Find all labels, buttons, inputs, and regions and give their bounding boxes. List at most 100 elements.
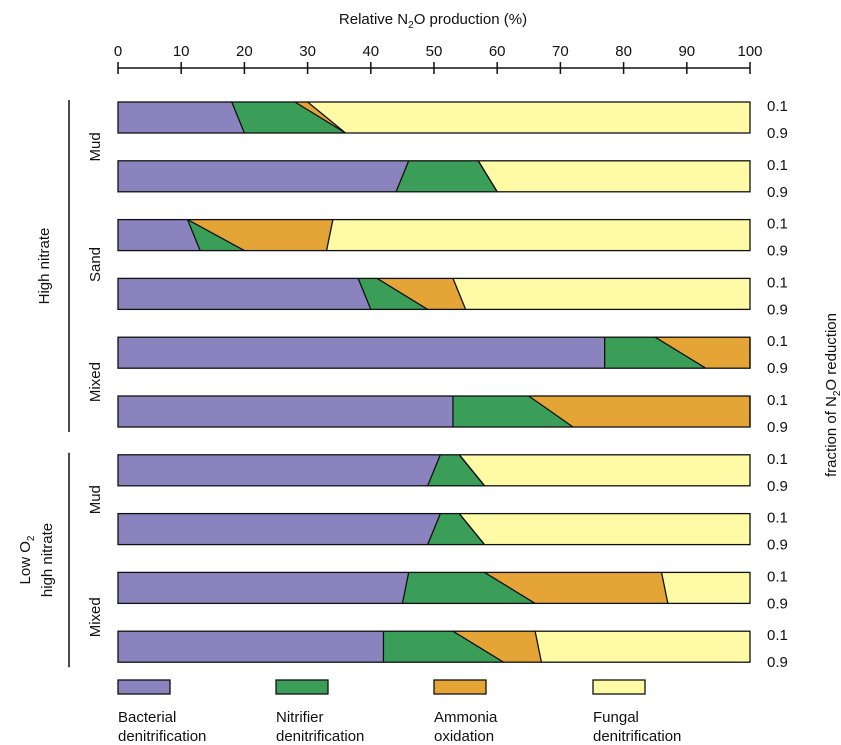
x-axis: 0 10 20 30 40 50 60 70 80 90 100 — [114, 43, 763, 74]
group-label: Low O2 high nitrate — [17, 523, 56, 597]
segment-divider — [186, 219, 201, 251]
segment-divider — [452, 278, 467, 310]
nitrifier-segment — [402, 572, 536, 604]
legend-label-line2: denitrification — [593, 728, 681, 745]
fraction-label-top: 0.1 — [767, 627, 788, 644]
segment-divider — [187, 219, 245, 252]
fraction-label-bottom: 0.9 — [767, 419, 788, 436]
ammonia-segment — [528, 396, 750, 427]
segment-divider — [528, 395, 574, 428]
fungal-legend-swatch — [592, 679, 646, 695]
bar-row — [117, 218, 751, 252]
nitrifier-segment — [358, 278, 428, 310]
sediment-label: Mud — [87, 132, 104, 161]
segment-divider — [427, 454, 441, 487]
segment-divider — [294, 101, 346, 134]
segment-divider — [534, 631, 543, 663]
nitrifier-segment — [452, 396, 574, 427]
x-tick-label: 50 — [426, 43, 443, 60]
segment-divider — [458, 513, 486, 546]
x-axis-title: Relative N2O production (%) — [339, 11, 527, 31]
fraction-label-top: 0.1 — [767, 274, 788, 291]
bacterial-segment — [118, 102, 245, 133]
group-label: High nitrate — [36, 228, 53, 305]
x-tick-label: 90 — [678, 43, 695, 60]
legend-label-line1: Bacterial — [118, 709, 176, 726]
bar-row — [117, 277, 751, 311]
legend-label-line1: Fungal — [593, 709, 639, 726]
sediment-labels: Mud Sand Mixed Mud Mixed — [87, 132, 104, 637]
legend-label-line2: denitrification — [276, 728, 364, 745]
bacterial-segment — [118, 396, 453, 427]
ammonia-segment — [187, 219, 333, 251]
fungal-segment — [452, 278, 750, 310]
bars-layer — [117, 101, 751, 663]
legend-label-line1: Nitrifier — [276, 709, 324, 726]
fraction-label-bottom: 0.9 — [767, 654, 788, 671]
bacterial-segment — [118, 219, 201, 251]
fungal-segment — [307, 102, 750, 133]
nitrifier-segment — [231, 102, 346, 133]
bar-row — [117, 630, 751, 663]
bacterial-segment — [118, 631, 384, 663]
fraction-label-bottom: 0.9 — [767, 478, 788, 495]
bacterial-segment — [118, 572, 409, 604]
bar-row — [117, 160, 751, 193]
x-tick-label: 10 — [173, 43, 190, 60]
fungal-segment — [326, 219, 750, 251]
segment-divider — [477, 160, 498, 193]
segment-divider — [307, 101, 346, 134]
bacterial-segment — [118, 160, 409, 192]
x-tick-label: 80 — [615, 43, 632, 60]
fraction-label-bottom: 0.9 — [767, 243, 788, 260]
x-tick-label: 60 — [489, 43, 506, 60]
nitrifier-segment — [604, 337, 706, 369]
bar-outline — [117, 571, 751, 605]
legend-label-line2: oxidation — [434, 728, 494, 745]
bar-row — [117, 336, 751, 369]
sediment-label: Mud — [87, 485, 104, 514]
sediment-label: Sand — [87, 247, 104, 282]
bar-outline — [117, 160, 751, 193]
legend: Bacterial denitrification Nitrifier denitri… — [117, 679, 681, 745]
sediment-label: Mixed — [87, 597, 104, 637]
bacterial-legend-swatch — [117, 679, 171, 695]
x-tick-label: 20 — [236, 43, 253, 60]
segment-divider — [427, 513, 441, 545]
fraction-label-bottom: 0.9 — [767, 301, 788, 318]
fraction-label-top: 0.1 — [767, 216, 788, 233]
fungal-segment — [535, 631, 750, 663]
segment-divider — [395, 160, 410, 193]
right-axis-title: fraction of N2O reduction — [823, 313, 841, 477]
x-tick-label: 100 — [737, 43, 762, 60]
ammonia-segment — [452, 631, 542, 663]
legend-label-line2: denitrification — [118, 728, 206, 745]
fungal-segment — [478, 160, 750, 192]
bar-outline — [117, 101, 751, 134]
bacterial-segment — [118, 513, 441, 545]
fraction-label-top: 0.1 — [767, 157, 788, 174]
fraction-label-bottom: 0.9 — [767, 125, 788, 142]
nitrifier-segment — [427, 513, 485, 545]
x-tick-label: 30 — [299, 43, 316, 60]
fraction-label-top: 0.1 — [767, 510, 788, 527]
fraction-label-bottom: 0.9 — [767, 537, 788, 554]
segment-divider — [376, 277, 429, 310]
ammonia-segment — [377, 278, 466, 310]
bar-row — [117, 101, 751, 134]
segment-divider — [458, 454, 486, 487]
fraction-label-top: 0.1 — [767, 333, 788, 350]
fraction-label-top: 0.1 — [767, 568, 788, 585]
bar-outline — [117, 630, 751, 663]
bar-row — [117, 512, 751, 546]
segment-divider — [484, 571, 536, 604]
segment-divider — [325, 219, 334, 251]
bar-row — [117, 571, 751, 605]
bar-row — [117, 454, 751, 487]
bar-outline — [117, 218, 751, 252]
segment-divider — [357, 278, 372, 310]
segment-divider — [231, 101, 246, 134]
bar-outline — [117, 336, 751, 369]
fungal-segment — [459, 513, 750, 545]
